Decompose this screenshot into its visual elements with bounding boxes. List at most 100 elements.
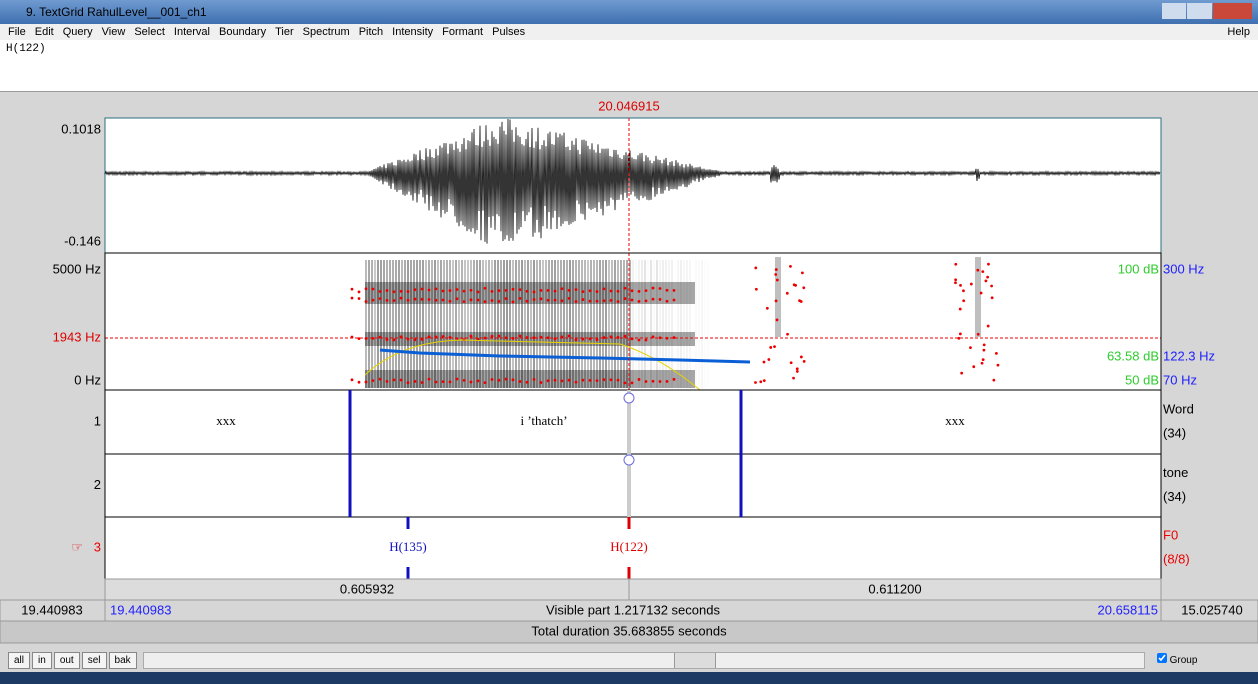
- formant-dot: [554, 290, 557, 293]
- formant-dot: [435, 299, 438, 302]
- spectral-slice: [509, 260, 511, 388]
- formant-dot: [631, 289, 634, 292]
- menu-item[interactable]: Edit: [35, 24, 54, 40]
- menu-help[interactable]: Help: [1227, 24, 1250, 40]
- zoom-button[interactable]: out: [54, 652, 80, 669]
- spectral-slice: [593, 260, 595, 388]
- menu-item[interactable]: Formant: [442, 24, 483, 40]
- selection-right: 0.611200: [868, 581, 921, 596]
- spectral-slice: [437, 260, 439, 388]
- formant-dot: [386, 299, 389, 302]
- menu-item[interactable]: File: [8, 24, 26, 40]
- formant-dot: [775, 300, 778, 303]
- spectral-slice: [680, 260, 682, 388]
- spectral-slice: [647, 260, 649, 388]
- spectral-slice: [410, 260, 412, 388]
- menu-item[interactable]: Interval: [174, 24, 210, 40]
- spectral-slice: [518, 260, 520, 388]
- formant-dot: [449, 380, 452, 383]
- formant-dot: [596, 379, 599, 382]
- spectral-slice: [377, 260, 379, 388]
- formant-dot: [596, 300, 599, 303]
- menu-item[interactable]: Intensity: [392, 24, 433, 40]
- tier-name: Word: [1163, 401, 1194, 416]
- zoom-button[interactable]: in: [32, 652, 52, 669]
- formant-dot: [987, 263, 990, 266]
- spectral-slice: [428, 260, 430, 388]
- tier-count: (34): [1163, 489, 1186, 504]
- spectral-slice: [668, 260, 670, 388]
- formant-dot: [589, 379, 592, 382]
- scrollbar[interactable]: [143, 652, 1145, 669]
- formant-dot: [519, 335, 522, 338]
- formant-dot: [645, 339, 648, 342]
- formant-dot: [997, 364, 1000, 367]
- formant-dot: [435, 287, 438, 290]
- spectral-slice: [476, 260, 478, 388]
- spectral-slice: [638, 260, 640, 388]
- formant-dot: [365, 381, 368, 384]
- spectral-slice: [704, 260, 706, 388]
- spectral-slice: [626, 260, 628, 388]
- formant-dot: [491, 290, 494, 293]
- spectral-slice: [611, 260, 613, 388]
- formant-dot: [365, 287, 368, 290]
- zoom-button[interactable]: all: [8, 652, 30, 669]
- menu-item[interactable]: Pitch: [359, 24, 383, 40]
- formant-dot: [400, 379, 403, 382]
- group-checkbox[interactable]: Group: [1157, 652, 1198, 670]
- spectral-slice: [434, 260, 436, 388]
- formant-dot: [526, 381, 529, 384]
- formant-dot: [449, 289, 452, 292]
- spectral-slice: [488, 260, 490, 388]
- formant-dot: [386, 289, 389, 292]
- menu-item[interactable]: Spectrum: [303, 24, 350, 40]
- window-buttons[interactable]: [1162, 3, 1252, 19]
- formant-dot: [954, 278, 957, 281]
- text-field[interactable]: H(122): [0, 40, 1258, 92]
- menu-item[interactable]: Pulses: [492, 24, 525, 40]
- formant-dot: [484, 287, 487, 290]
- formant-dot: [561, 299, 564, 302]
- menu-item[interactable]: Select: [134, 24, 165, 40]
- spectral-slice: [539, 260, 541, 388]
- visible-start: 19.440983: [110, 602, 171, 617]
- spectral-slice: [485, 260, 487, 388]
- formant-dot: [582, 379, 585, 382]
- spectral-slice: [407, 260, 409, 388]
- spectral-slice: [404, 260, 406, 388]
- spectral-slice: [662, 260, 664, 388]
- spectral-slice: [644, 260, 646, 388]
- window-start: 19.440983: [21, 602, 82, 617]
- window-end: 15.025740: [1181, 602, 1242, 617]
- formant-dot: [610, 290, 613, 293]
- formant-dot: [386, 380, 389, 383]
- formant-dot: [603, 336, 606, 339]
- formant-dot: [959, 308, 962, 311]
- formant-dot: [962, 289, 965, 292]
- formant-dot: [972, 365, 975, 368]
- formant-dot: [505, 289, 508, 292]
- formant-dot: [442, 335, 445, 338]
- menu-item[interactable]: Query: [63, 24, 93, 40]
- formant-dot: [519, 380, 522, 383]
- zoom-button[interactable]: bak: [109, 652, 137, 669]
- formant-dot: [960, 372, 963, 375]
- menu-item[interactable]: Boundary: [219, 24, 266, 40]
- spectral-slice: [401, 260, 403, 388]
- spectral-slice: [632, 260, 634, 388]
- menu-item[interactable]: Tier: [275, 24, 294, 40]
- formant-dot: [596, 290, 599, 293]
- formant-dot: [456, 297, 459, 300]
- zoom-button[interactable]: sel: [82, 652, 107, 669]
- formant-dot: [575, 338, 578, 341]
- spectral-slice: [458, 260, 460, 388]
- spectral-slice: [551, 260, 553, 388]
- checkbox[interactable]: [1157, 653, 1167, 663]
- formant-dot: [358, 381, 361, 384]
- formant-dot: [393, 299, 396, 302]
- formant-dot: [533, 378, 536, 381]
- menu-item[interactable]: View: [102, 24, 126, 40]
- formant-dot: [393, 290, 396, 293]
- spectral-slice: [659, 260, 661, 388]
